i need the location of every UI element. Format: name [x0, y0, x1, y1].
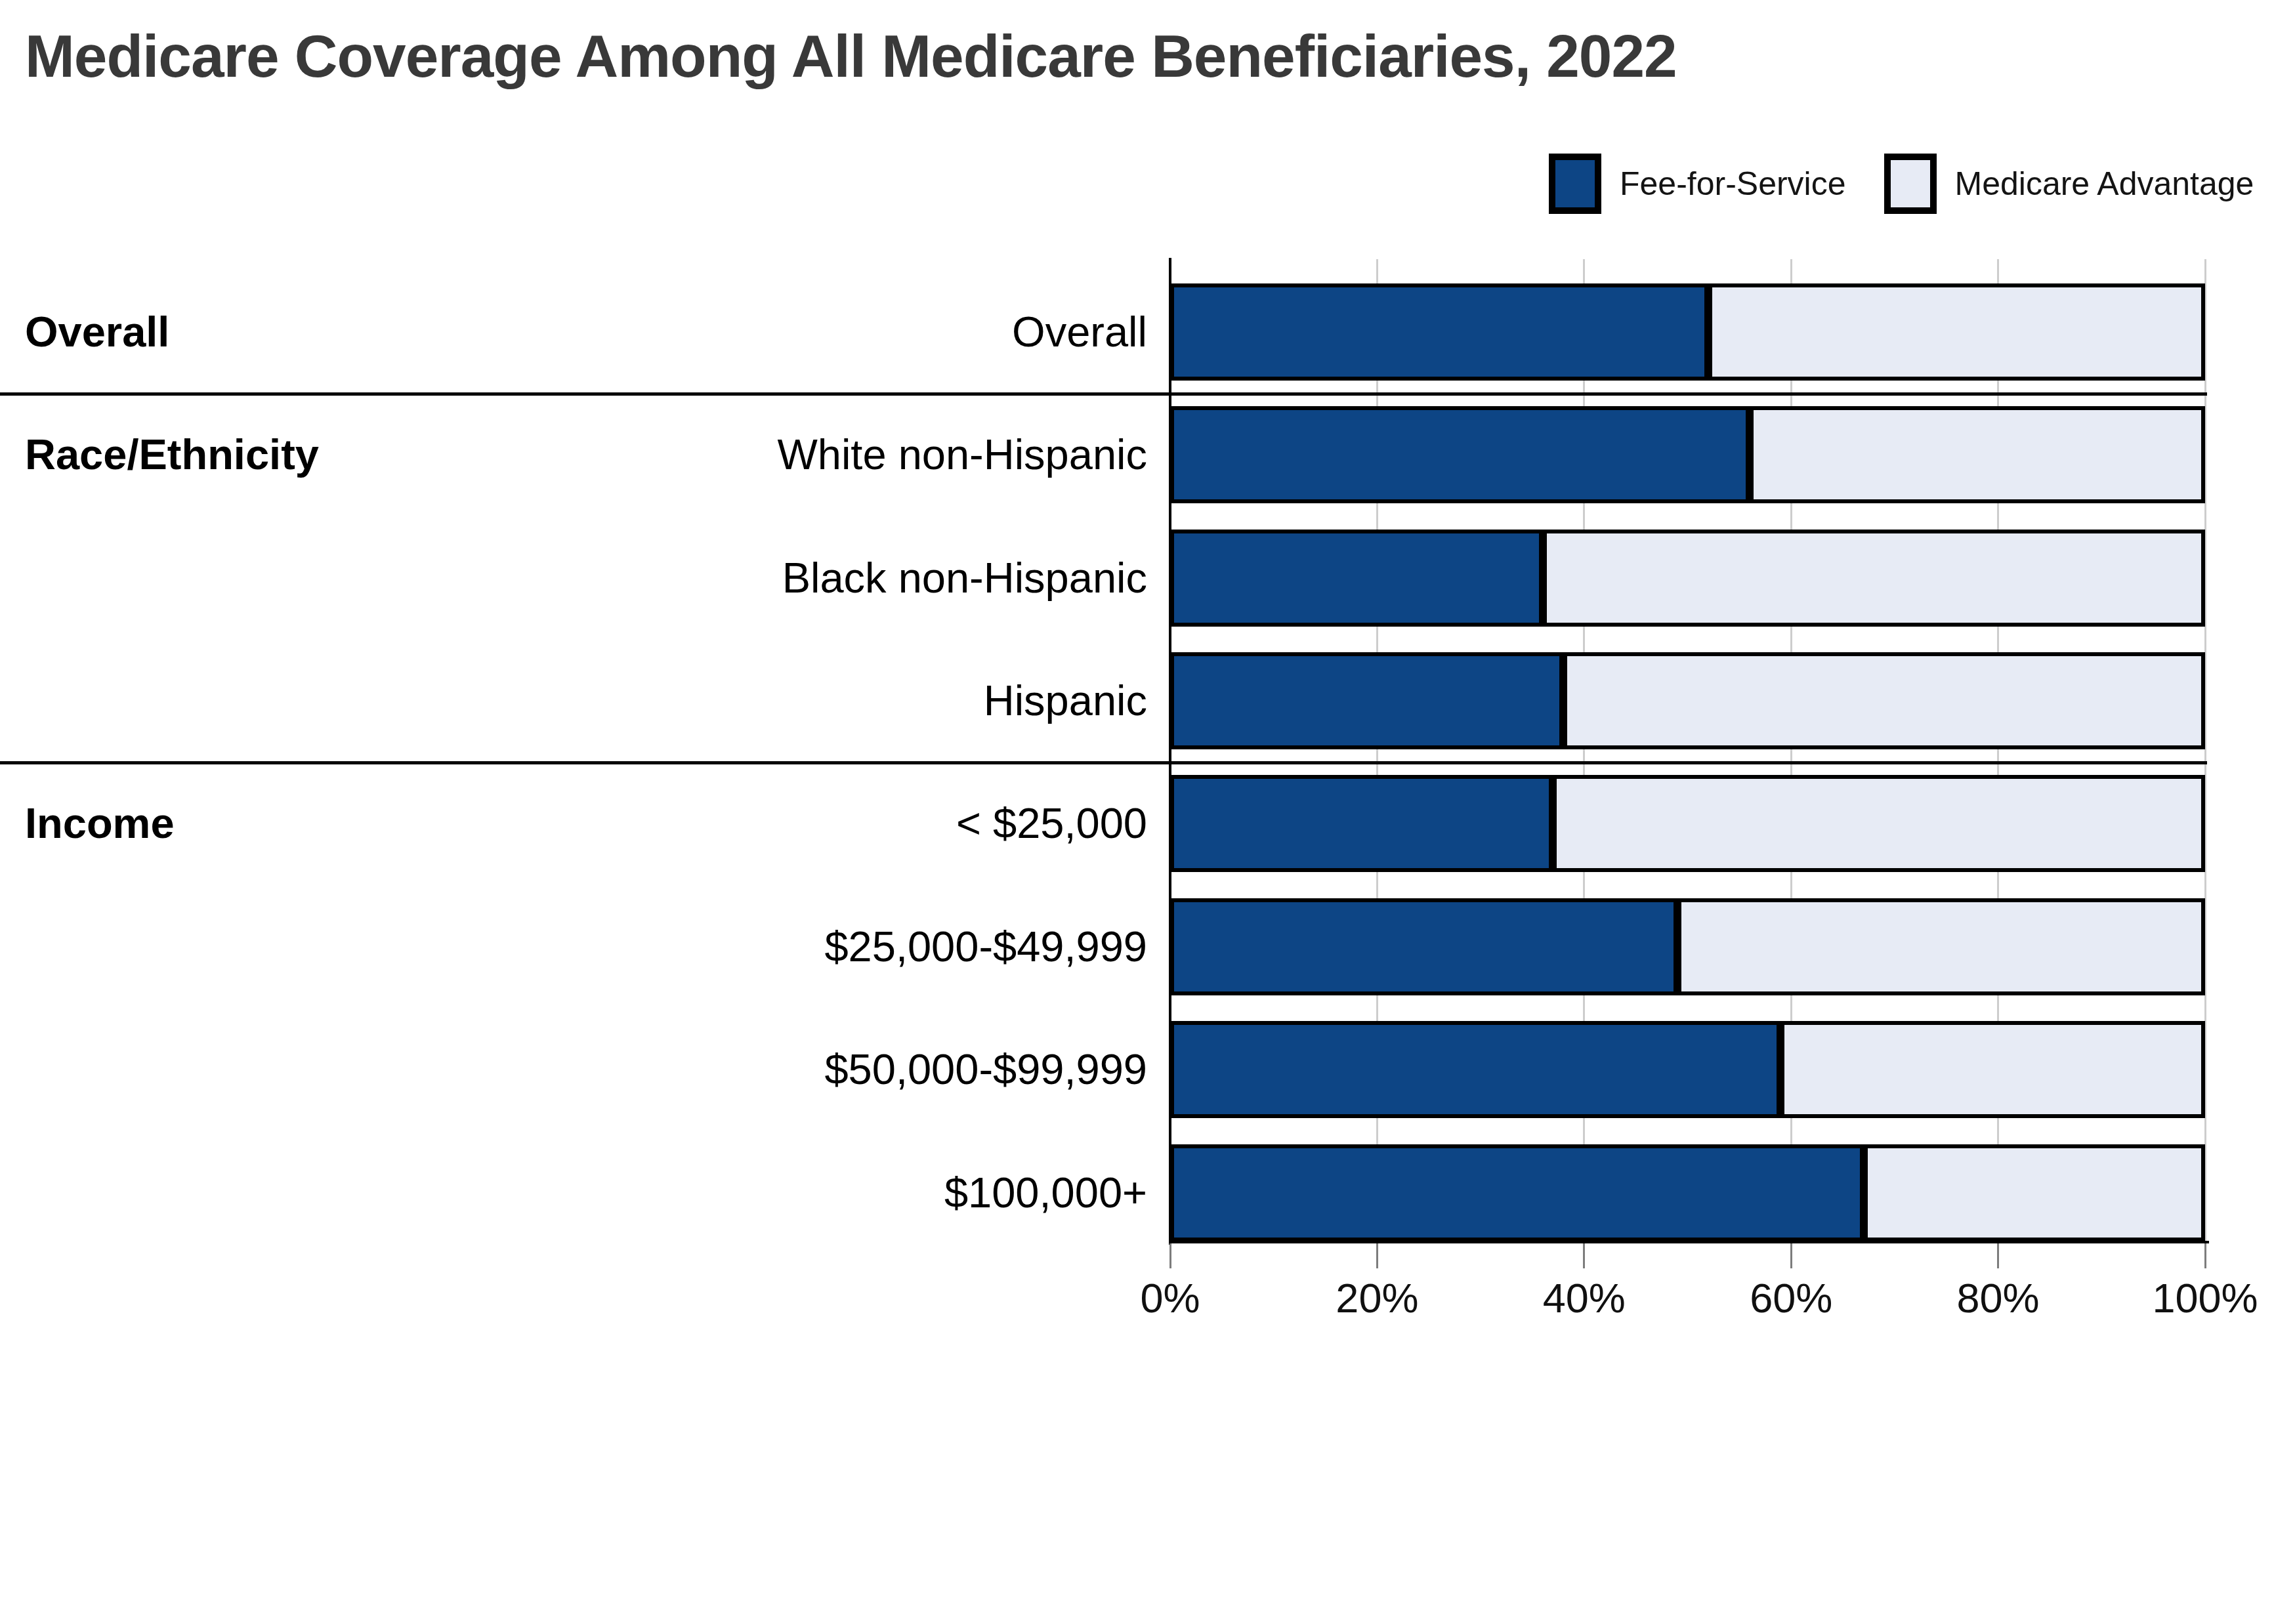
bar-segment-fee-for-service[interactable] [1170, 1021, 1780, 1118]
bar-segment-medicare-advantage[interactable] [1780, 1021, 2205, 1118]
bar-segment-fee-for-service[interactable] [1170, 406, 1750, 503]
fee-for-service-swatch-icon [1549, 154, 1601, 214]
section-label: Race/Ethnicity [25, 406, 319, 503]
bar-segment-medicare-advantage[interactable] [1563, 652, 2205, 749]
x-axis-tick [1997, 1243, 1999, 1268]
bar-segment-medicare-advantage[interactable] [1543, 530, 2205, 627]
chart-title: Medicare Coverage Among All Medicare Ben… [25, 22, 1677, 91]
x-axis-tick [1790, 1243, 1792, 1268]
legend-item-medicare-advantage[interactable]: Medicare Advantage [1884, 154, 2254, 214]
x-axis-tick-label: 100% [2107, 1274, 2274, 1322]
x-axis-line [1169, 1241, 2209, 1243]
x-axis-tick-label: 20% [1278, 1274, 1475, 1322]
row-label: $100,000+ [0, 1144, 1147, 1241]
x-axis-tick [1169, 1243, 1171, 1268]
x-axis-tick [1376, 1243, 1378, 1268]
x-axis-tick [1583, 1243, 1585, 1268]
x-axis-tick-label: 80% [1900, 1274, 2097, 1322]
row-label: $50,000-$99,999 [0, 1021, 1147, 1118]
legend-label: Fee-for-Service [1620, 165, 1846, 203]
section-label: Income [25, 775, 175, 872]
bar-segment-fee-for-service[interactable] [1170, 530, 1543, 627]
x-axis-tick-label: 0% [1072, 1274, 1269, 1322]
section-label: Overall [25, 283, 169, 381]
row-label: Hispanic [0, 652, 1147, 749]
bar-segment-medicare-advantage[interactable] [1708, 283, 2205, 381]
bar-segment-medicare-advantage[interactable] [1750, 406, 2205, 503]
legend-item-fee-for-service[interactable]: Fee-for-Service [1549, 154, 1846, 214]
bar-segment-medicare-advantage[interactable] [1864, 1144, 2205, 1241]
y-axis-line [1169, 258, 1171, 1245]
chart-legend: Fee-for-Service Medicare Advantage [1549, 154, 2254, 214]
bar-segment-medicare-advantage[interactable] [1677, 898, 2205, 995]
bar-segment-fee-for-service[interactable] [1170, 283, 1708, 381]
bar-segment-fee-for-service[interactable] [1170, 652, 1563, 749]
bar-segment-medicare-advantage[interactable] [1553, 775, 2205, 872]
x-axis-tick-label: 40% [1486, 1274, 1683, 1322]
row-label: $25,000-$49,999 [0, 898, 1147, 995]
medicare-advantage-swatch-icon [1884, 154, 1937, 214]
legend-label: Medicare Advantage [1955, 165, 2254, 203]
bar-segment-fee-for-service[interactable] [1170, 1144, 1864, 1241]
row-label: Black non-Hispanic [0, 530, 1147, 627]
chart-page: Medicare Coverage Among All Medicare Ben… [0, 0, 2274, 1624]
x-axis-tick [2204, 1243, 2206, 1268]
row-label: Overall [0, 283, 1147, 381]
bar-segment-fee-for-service[interactable] [1170, 898, 1677, 995]
section-divider [0, 392, 2207, 396]
x-axis-tick-label: 60% [1693, 1274, 1889, 1322]
bar-segment-fee-for-service[interactable] [1170, 775, 1553, 872]
section-divider [0, 761, 2207, 764]
